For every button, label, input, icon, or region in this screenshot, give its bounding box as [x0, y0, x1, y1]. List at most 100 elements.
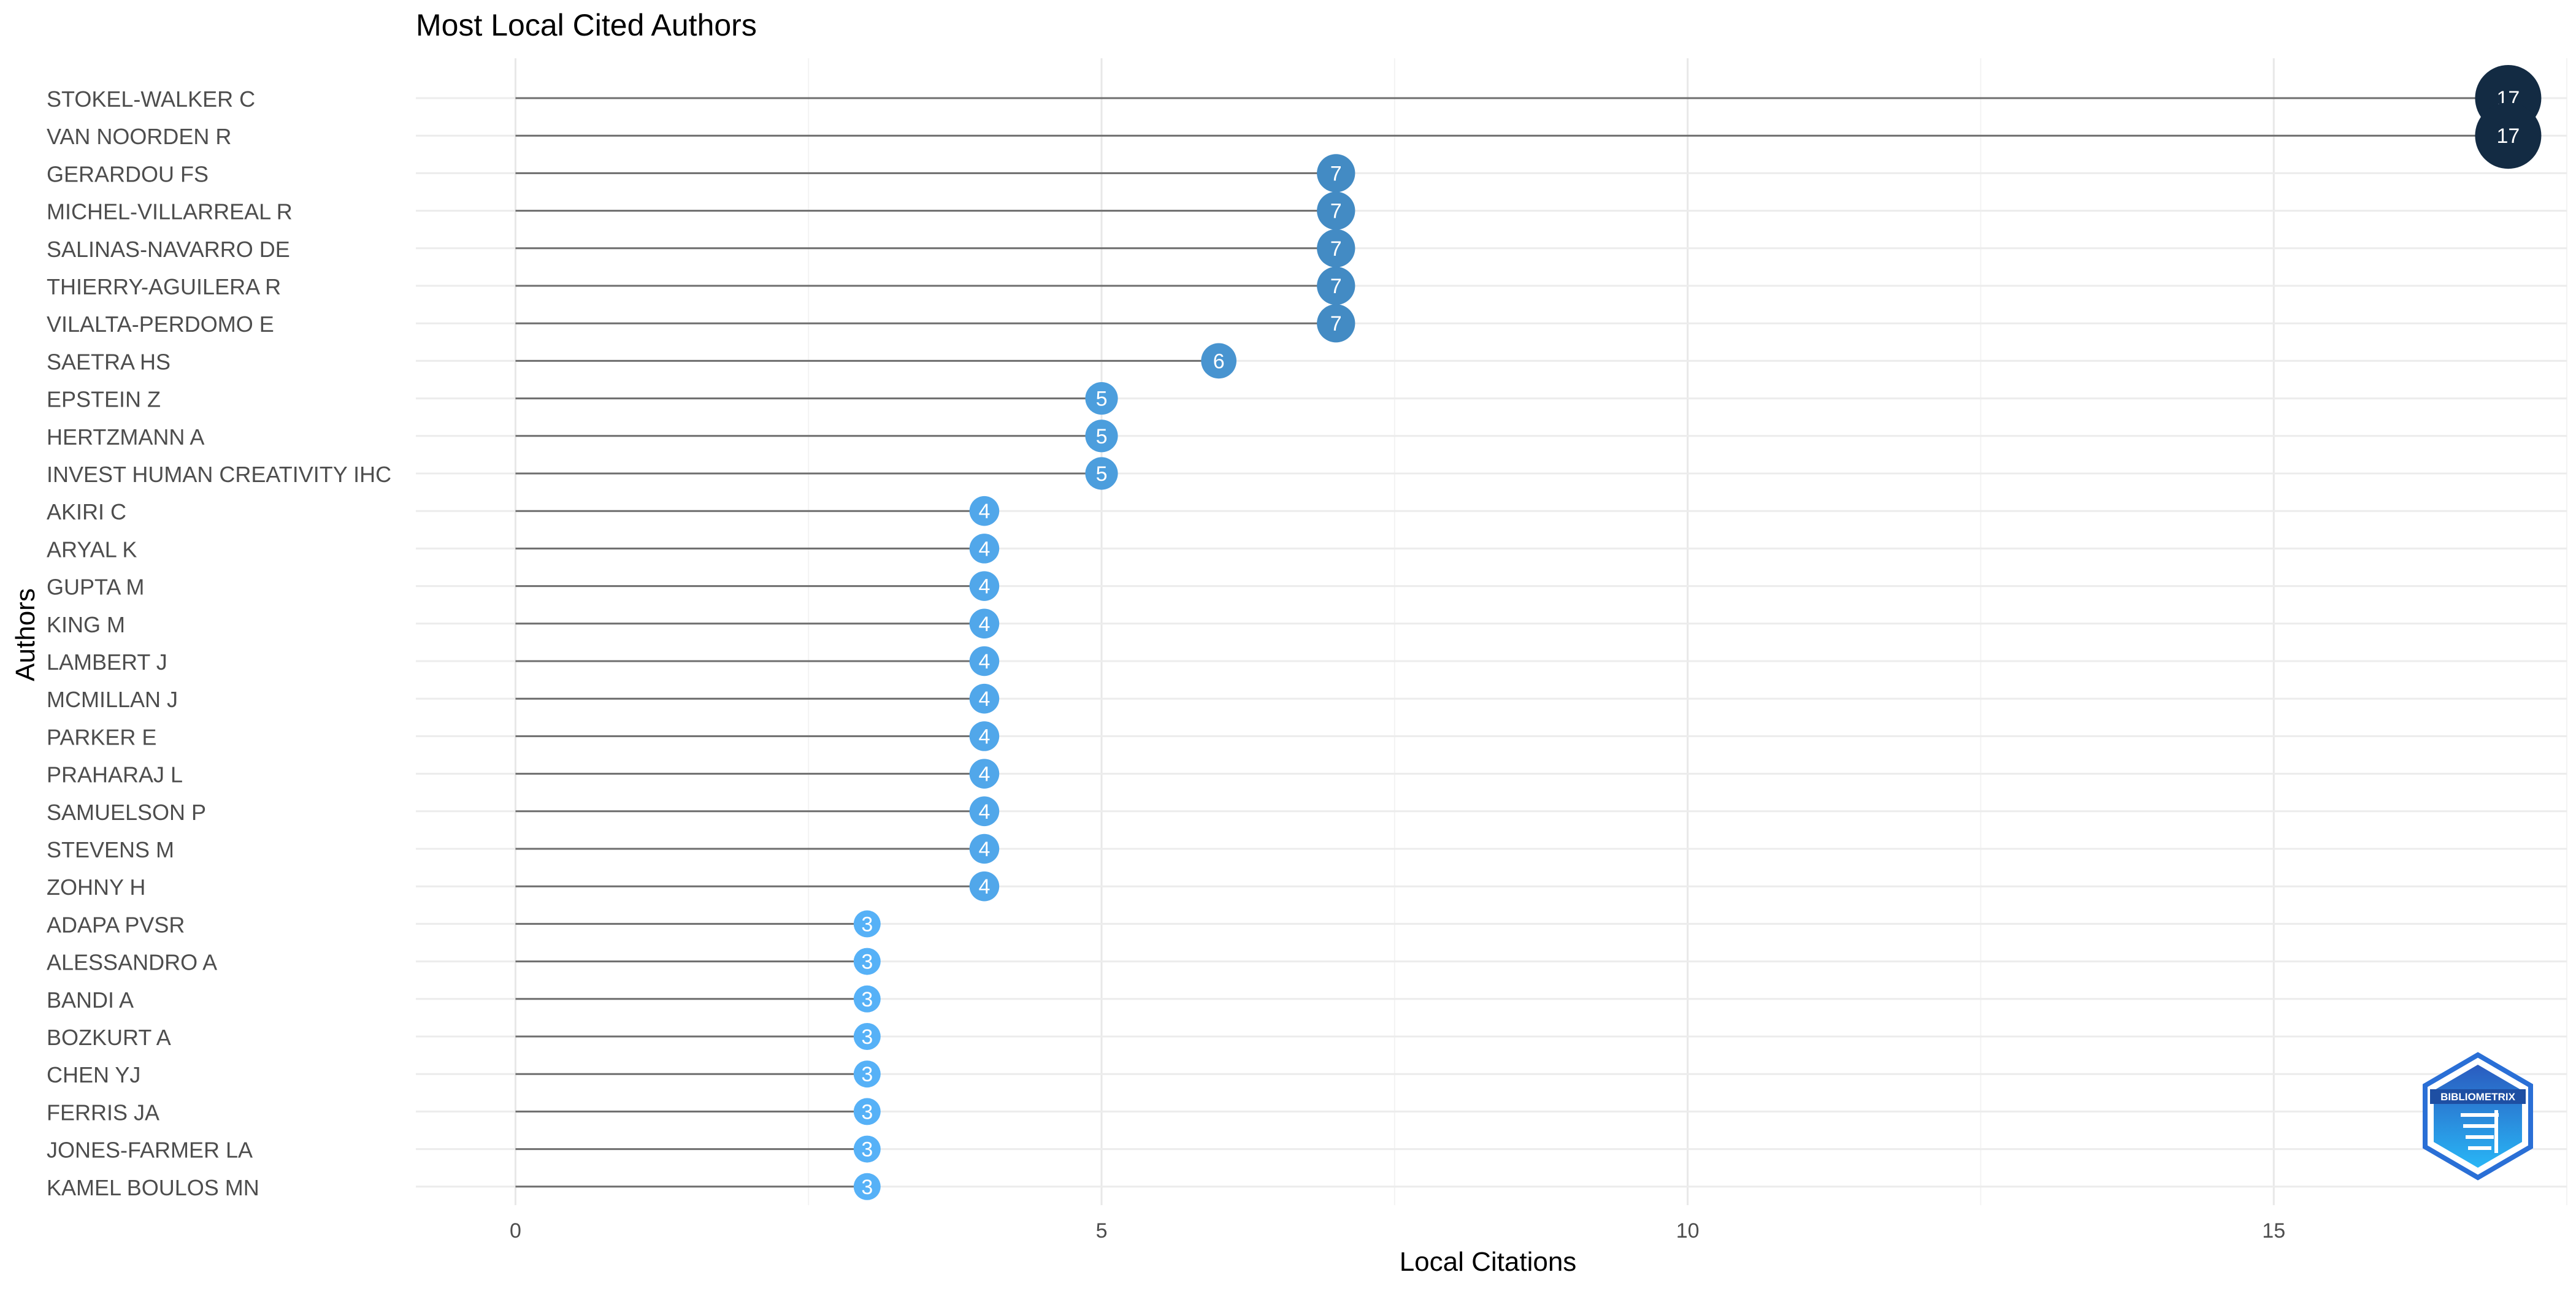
y-tick-label: THIERRY-AGUILERA R — [47, 274, 281, 299]
point-value-label: 7 — [1330, 275, 1342, 298]
lollipop-point — [969, 683, 1000, 714]
y-tick-label: LAMBERT J — [47, 649, 167, 675]
lollipop-point — [969, 759, 1000, 789]
lollipop-point — [853, 1135, 881, 1163]
y-tick-label: STOKEL-WALKER C — [47, 86, 255, 112]
point-value-label: 3 — [861, 1176, 873, 1199]
lollipop-point — [969, 496, 1000, 526]
y-tick-label: AKIRI C — [47, 499, 126, 524]
y-tick-label: EPSTEIN Z — [47, 387, 161, 412]
lollipop-point — [1317, 154, 1355, 193]
point-value-label: 3 — [861, 988, 873, 1011]
lollipop-point — [1201, 343, 1237, 379]
logo-text: BIBLIOMETRIX — [2440, 1091, 2515, 1103]
lollipop-point — [853, 1098, 881, 1125]
lollipop-point — [853, 985, 881, 1013]
y-tick-label: BANDI A — [47, 987, 134, 1013]
lollipop-point — [1317, 229, 1355, 267]
point-value-label: 3 — [861, 1100, 873, 1124]
y-tick-label: VILALTA-PERDOMO E — [47, 312, 274, 337]
lollipop-point — [969, 608, 1000, 639]
y-tick-label: STEVENS M — [47, 837, 174, 862]
lollipop-point — [969, 571, 1000, 601]
point-value-label: 4 — [978, 725, 990, 748]
logo-banner — [2430, 1089, 2526, 1104]
y-tick-label: ARYAL K — [47, 537, 137, 562]
lollipop-point — [969, 721, 1000, 751]
y-tick-label: GERARDOU FS — [47, 161, 209, 186]
lollipop-point — [853, 1023, 881, 1050]
y-tick-label: CHEN YJ — [47, 1062, 140, 1087]
point-value-label: 3 — [861, 951, 873, 974]
point-value-label: 4 — [978, 575, 990, 599]
point-value-label: 4 — [978, 875, 990, 898]
lollipop-point — [969, 833, 1000, 864]
point-value-label: 4 — [978, 800, 990, 824]
y-tick-label: PARKER E — [47, 724, 156, 749]
lollipop-point — [853, 1173, 881, 1200]
y-axis-label: Authors — [10, 588, 40, 681]
point-value-label: 4 — [978, 763, 990, 786]
lollipop-point — [853, 1060, 881, 1088]
y-tick-label: KING M — [47, 612, 125, 637]
point-value-label: 5 — [1096, 425, 1108, 448]
lollipop-point — [1085, 419, 1118, 453]
y-tick-label: PRAHARAJ L — [47, 762, 183, 787]
lollipop-point — [969, 796, 1000, 827]
bibliometrix-logo: BIBLIOMETRIX — [2423, 1052, 2533, 1181]
y-axis-tick-labels: STOKEL-WALKER C VAN NOORDEN R GERARDOU FS M… — [47, 86, 391, 1200]
point-value-label: 3 — [861, 913, 873, 936]
point-value-label: 4 — [978, 838, 990, 861]
x-tick-label: 0 — [510, 1219, 521, 1243]
lollipop-point — [969, 534, 1000, 564]
point-value-label: 7 — [1330, 237, 1342, 261]
x-axis-label: Local Citations — [1400, 1247, 1577, 1277]
y-tick-label: MICHEL-VILLARREAL R — [47, 199, 293, 224]
grid — [416, 58, 2567, 1205]
lollipop-point — [1317, 191, 1355, 230]
lollipop-point — [969, 871, 1000, 902]
y-tick-label: MCMILLAN J — [47, 687, 178, 712]
point-value-label: 7 — [1330, 162, 1342, 185]
point-value-label: 4 — [978, 650, 990, 673]
y-tick-label: VAN NOORDEN R — [47, 124, 231, 149]
lollipop-point — [853, 910, 881, 938]
stems — [515, 97, 2509, 1188]
lollipop-point — [1317, 304, 1355, 343]
x-axis-tick-labels: 0 5 10 15 — [510, 1219, 2285, 1243]
lollipop-point — [853, 948, 881, 975]
y-tick-label: KAMEL BOULOS MN — [47, 1175, 259, 1200]
logo-building-icon — [2461, 1110, 2499, 1153]
lollipop-point — [1317, 266, 1355, 305]
point-value-label: 5 — [1096, 388, 1108, 411]
point-value-label: 17 — [2497, 125, 2520, 148]
y-tick-label: SALINAS-NAVARRO DE — [47, 237, 290, 262]
point-value-label: 7 — [1330, 200, 1342, 223]
x-tick-label: 5 — [1096, 1219, 1108, 1243]
y-tick-label: FERRIS JA — [47, 1100, 159, 1125]
y-tick-label: HERTZMANN A — [47, 424, 204, 450]
y-tick-label: SAMUELSON P — [47, 800, 206, 825]
point-value-label: 4 — [978, 537, 990, 561]
point-value-label: 4 — [978, 688, 990, 711]
y-tick-label: ADAPA PVSR — [47, 912, 185, 937]
point-value-label: 3 — [861, 1138, 873, 1162]
point-value-label: 6 — [1213, 350, 1225, 373]
lollipop-point — [2475, 102, 2542, 169]
lollipop-point — [1085, 457, 1118, 490]
point-value-label: 3 — [861, 1063, 873, 1086]
point-value-label: 7 — [1330, 312, 1342, 335]
y-tick-label: JONES-FARMER LA — [47, 1138, 253, 1163]
point-value-label: 4 — [978, 500, 990, 523]
point-value-label: 3 — [861, 1025, 873, 1049]
y-tick-label: ALESSANDRO A — [47, 950, 217, 975]
y-tick-label: SAETRA HS — [47, 349, 171, 374]
y-tick-label: INVEST HUMAN CREATIVITY IHC — [47, 462, 391, 487]
y-tick-label: GUPTA M — [47, 575, 144, 600]
point-value-label: 4 — [978, 613, 990, 636]
y-tick-label: BOZKURT A — [47, 1025, 171, 1050]
point-value-label: 5 — [1096, 462, 1108, 486]
